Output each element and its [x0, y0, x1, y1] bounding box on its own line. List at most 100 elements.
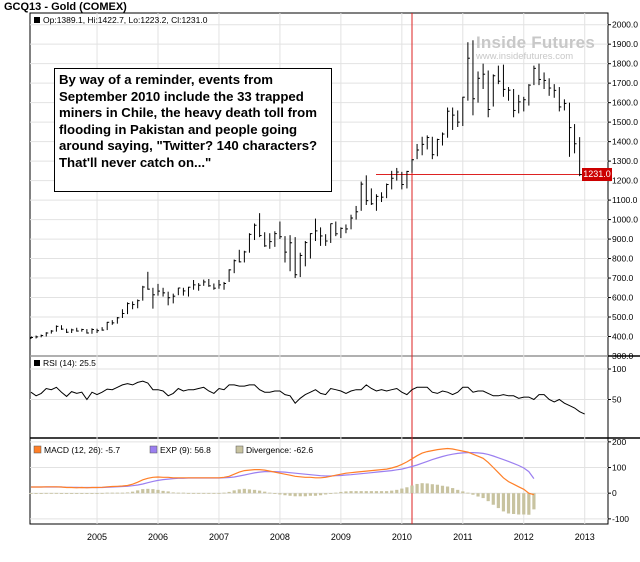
- price-bar: [462, 96, 465, 127]
- divergence-bar: [273, 493, 277, 494]
- price-bar: [76, 327, 79, 332]
- price-bar: [472, 40, 475, 116]
- price-bar: [538, 63, 541, 86]
- price-tick-label: 1800.0: [612, 59, 638, 69]
- price-legend-swatch: [34, 17, 40, 23]
- divergence-bar: [202, 492, 206, 494]
- price-bar: [248, 233, 252, 253]
- price-bar: [574, 124, 577, 154]
- price-bar: [467, 42, 470, 101]
- price-bar: [335, 221, 338, 237]
- rsi-line: [30, 380, 585, 415]
- macd-tick-label: -100: [612, 514, 629, 524]
- price-bar: [360, 181, 364, 211]
- divergence-bar: [54, 492, 58, 494]
- reference-lines: [376, 13, 608, 524]
- divergence-bar: [44, 492, 48, 494]
- divergence-bar: [471, 493, 475, 495]
- divergence-bar: [456, 489, 460, 494]
- divergence-bar: [120, 492, 125, 494]
- x-tick-label: 2010: [392, 532, 412, 542]
- divergence-bar: [329, 493, 333, 494]
- price-bar: [568, 102, 572, 157]
- price-bar: [228, 269, 232, 282]
- divergence-bar: [146, 488, 150, 494]
- divergence-bar: [481, 493, 485, 499]
- price-bar: [172, 293, 176, 304]
- divergence-bar: [34, 493, 38, 494]
- divergence-bar: [197, 492, 201, 494]
- x-tick-label: 2007: [209, 532, 229, 542]
- x-tick-label: 2006: [148, 532, 168, 542]
- divergence-bar: [461, 491, 465, 494]
- macd-line: [31, 447, 535, 496]
- price-tick-label: 1300.0: [612, 156, 638, 166]
- divergence-bar: [131, 491, 135, 494]
- divergence-bar: [191, 492, 196, 494]
- price-bar: [86, 329, 89, 334]
- divergence-bar: [522, 493, 526, 515]
- price-bar: [167, 291, 171, 306]
- price-bar: [243, 250, 247, 263]
- divergence-bar: [349, 491, 353, 494]
- price-tick-label: 800.0: [612, 254, 634, 264]
- divergence-bar: [415, 483, 419, 494]
- price-bar: [416, 143, 420, 160]
- divergence-bar: [232, 490, 236, 494]
- divergence-bar: [166, 491, 170, 494]
- price-bar: [528, 84, 531, 106]
- price-bar: [350, 214, 354, 230]
- price-bar: [147, 271, 150, 290]
- price-bar: [162, 287, 166, 297]
- macd-legend-swatch: [33, 445, 42, 454]
- price-bar: [365, 175, 369, 205]
- price-bar: [579, 137, 582, 177]
- divergence-bar: [501, 493, 506, 512]
- price-bar: [213, 283, 216, 290]
- exp-legend-text: EXP (9): 56.8: [160, 445, 211, 455]
- divergence-bar: [308, 493, 312, 496]
- price-bar: [127, 302, 130, 315]
- price-bar: [492, 74, 496, 107]
- divergence-bar: [227, 491, 231, 494]
- price-tick-label: 900.0: [612, 234, 634, 244]
- price-bar: [497, 65, 501, 85]
- price-bar: [370, 188, 374, 205]
- x-tick-label: 2011: [453, 532, 472, 542]
- price-bar: [198, 283, 201, 291]
- price-bar: [40, 334, 44, 338]
- price-tick-label: 700.0: [612, 273, 634, 283]
- price-bar: [182, 287, 186, 296]
- divergence-bar: [85, 493, 89, 494]
- divergence-bar: [527, 493, 531, 515]
- price-bar: [152, 287, 155, 309]
- price-bar: [548, 78, 552, 96]
- price-bar: [345, 224, 348, 234]
- price-bar: [457, 110, 460, 128]
- price-tick-label: 600.0: [612, 293, 634, 303]
- price-bar: [340, 227, 343, 239]
- x-tick-label: 2012: [514, 532, 534, 542]
- divergence-bar: [278, 493, 282, 495]
- price-bar: [50, 330, 54, 334]
- divergence-bar: [395, 489, 399, 494]
- price-bar: [299, 252, 303, 278]
- price-bar: [208, 279, 211, 287]
- price-bar: [203, 279, 206, 286]
- last-price-badge: 1231.0: [582, 168, 612, 182]
- price-legend-text: Op:1389.1, Hi:1422.7, Lo:1223.2, Cl:1231…: [43, 15, 208, 25]
- price-bar: [45, 332, 49, 337]
- divergence-bar: [506, 493, 511, 514]
- divergence-bar: [95, 493, 99, 494]
- divergence-bar: [339, 491, 343, 494]
- price-bar: [553, 84, 557, 98]
- divergence-legend-swatch: [235, 445, 244, 454]
- divergence-bar: [176, 492, 180, 494]
- divergence-bar: [110, 492, 114, 494]
- price-bars: [30, 40, 582, 339]
- price-bar: [330, 223, 333, 243]
- price-bar: [81, 328, 84, 332]
- divergence-bar: [517, 493, 521, 515]
- price-bar: [411, 159, 414, 173]
- price-bar: [381, 192, 384, 203]
